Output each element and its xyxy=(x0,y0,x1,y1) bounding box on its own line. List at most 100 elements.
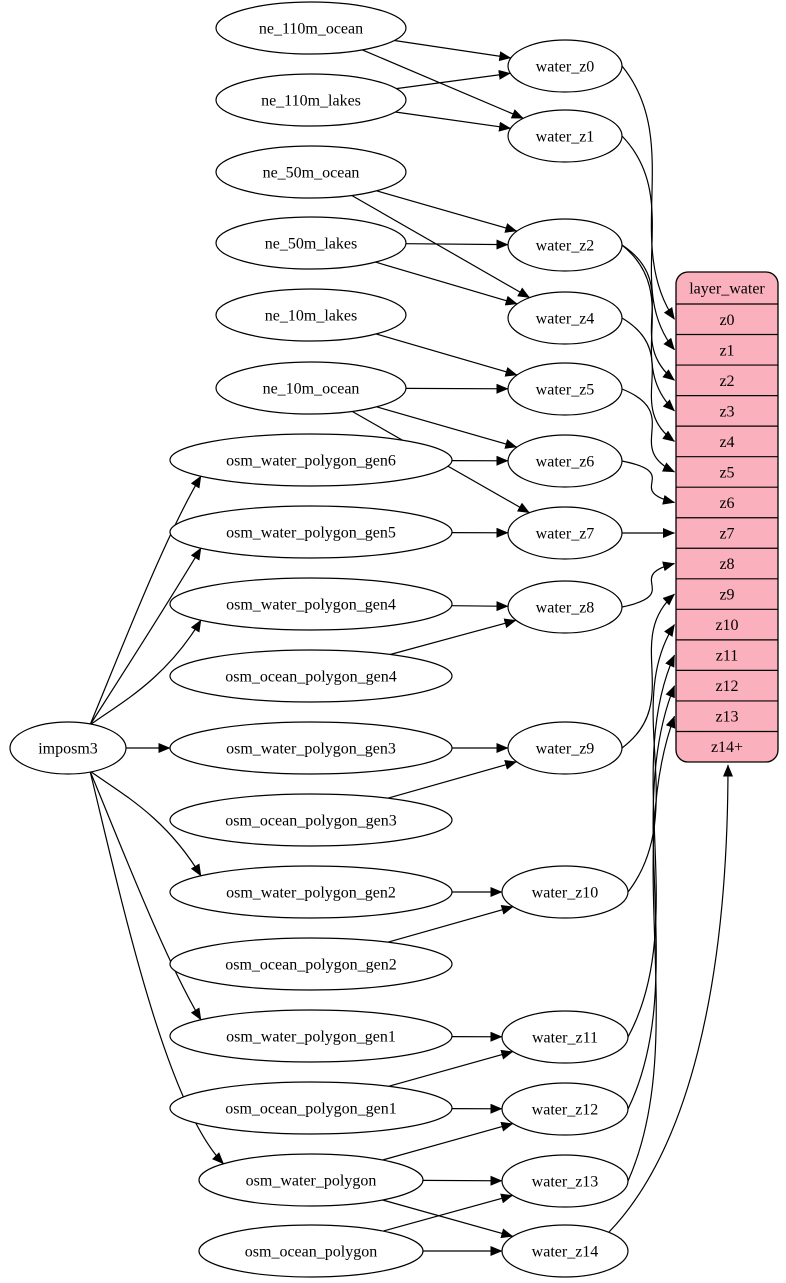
node-ne_110m_lakes-shape xyxy=(215,73,407,127)
node-imposm3-shape xyxy=(9,721,127,775)
node-osm_water_polygon_gen1-shape xyxy=(169,1009,453,1063)
edge-ne_110m_lakes-to-water_z0 xyxy=(396,69,511,90)
node-osm_water_polygon_gen1: osm_water_polygon_gen1 xyxy=(169,1009,453,1063)
node-water_z4: water_z4 xyxy=(507,291,623,345)
node-water_z8-label: water_z8 xyxy=(536,600,595,617)
edge-osm_ocean_polygon_gen1-to-water_z11 xyxy=(388,1049,514,1087)
node-osm_water_polygon_gen6: osm_water_polygon_gen6 xyxy=(169,433,453,487)
node-osm_water_polygon: osm_water_polygon xyxy=(198,1153,424,1207)
edge-water_z11-to-z11 xyxy=(627,654,676,1038)
node-water_z1: water_z1 xyxy=(507,109,623,163)
node-osm_water_polygon_gen2: osm_water_polygon_gen2 xyxy=(169,865,453,919)
layer-water-row-z4: z4 xyxy=(719,434,734,451)
node-osm_ocean_polygon_gen1-shape xyxy=(169,1081,453,1135)
edge-imposm3-to-osm_water_polygon xyxy=(89,770,225,1165)
edge-water_z13-to-z13 xyxy=(627,715,676,1182)
node-water_z9-label: water_z9 xyxy=(536,741,595,758)
edge-ne_50m_lakes-to-water_z4 xyxy=(375,261,518,306)
node-ne_110m_lakes: ne_110m_lakes xyxy=(215,73,407,127)
node-water_z1-label: water_z1 xyxy=(536,129,595,146)
nodes: imposm3 ne_110m_ocean ne_110m_lakes ne_50m_… xyxy=(9,1,629,1278)
node-osm_water_polygon_gen3-shape xyxy=(169,721,453,775)
node-water_z9-shape xyxy=(507,721,623,775)
layer-water-row-z11: z11 xyxy=(716,648,739,665)
node-water_z14-shape xyxy=(501,1224,629,1278)
node-osm_water_polygon_gen3: osm_water_polygon_gen3 xyxy=(169,721,453,775)
node-water_z11-shape xyxy=(501,1010,629,1064)
edge-water_z6-to-z6 xyxy=(621,460,675,505)
edge-osm_water_polygon-to-water_z12 xyxy=(382,1121,514,1161)
layer-water-row-z12: z12 xyxy=(715,678,738,695)
node-water_z10-shape xyxy=(501,865,629,919)
node-water_z11: water_z11 xyxy=(501,1010,629,1064)
node-water_z9: water_z9 xyxy=(507,721,623,775)
edge-ne_50m_ocean-to-water_z2 xyxy=(376,190,518,233)
node-osm_ocean_polygon_gen1-label: osm_ocean_polygon_gen1 xyxy=(225,1101,397,1118)
node-osm_ocean_polygon-shape xyxy=(198,1224,424,1278)
edge-imposm3-to-osm_water_polygon_gen2 xyxy=(89,770,202,877)
node-water_z2-shape xyxy=(507,218,623,272)
layer-water-row-z10: z10 xyxy=(715,617,738,634)
node-water_z0-shape xyxy=(507,39,623,93)
node-water_z0: water_z0 xyxy=(507,39,623,93)
node-osm_ocean_polygon_gen4: osm_ocean_polygon_gen4 xyxy=(169,649,453,703)
node-osm_ocean_polygon-label: osm_ocean_polygon xyxy=(245,1244,377,1261)
edge-ne_50m_ocean-to-water_z4 xyxy=(351,194,531,299)
layer-water-row-z0: z0 xyxy=(719,312,734,329)
node-osm_ocean_polygon_gen4-shape xyxy=(169,649,453,703)
node-osm_water_polygon_gen3-label: osm_water_polygon_gen3 xyxy=(226,741,396,758)
edge-osm_ocean_polygon-to-water_z13 xyxy=(383,1193,514,1232)
layer-water-row-z6: z6 xyxy=(719,495,734,512)
node-ne_50m_lakes: ne_50m_lakes xyxy=(215,216,407,270)
node-osm_water_polygon_gen6-shape xyxy=(169,433,453,487)
layer-water-row-z3: z3 xyxy=(719,403,734,420)
node-water_z12-shape xyxy=(501,1082,629,1136)
node-water_z7: water_z7 xyxy=(507,506,623,560)
layer-water-table-title: layer_water xyxy=(689,281,765,298)
node-ne_110m_ocean-label: ne_110m_ocean xyxy=(259,21,363,38)
edge-water_z5-to-z5 xyxy=(621,388,675,473)
node-water_z6: water_z6 xyxy=(507,434,623,488)
node-water_z2: water_z2 xyxy=(507,218,623,272)
edge-ne_10m_lakes-to-water_z5 xyxy=(375,333,518,377)
edge-water_z2-to-z2 xyxy=(621,244,675,381)
node-water_z7-label: water_z7 xyxy=(536,526,595,543)
node-water_z7-shape xyxy=(507,506,623,560)
node-water_z13-label: water_z13 xyxy=(532,1174,599,1191)
node-ne_110m_ocean: ne_110m_ocean xyxy=(215,1,407,55)
node-ne_50m_lakes-label: ne_50m_lakes xyxy=(265,236,357,253)
node-water_z4-shape xyxy=(507,291,623,345)
node-water_z1-shape xyxy=(507,109,623,163)
edge-osm_water_polygon_gen4-to-water_z8 xyxy=(451,601,509,612)
edge-water_z10-to-z10 xyxy=(627,624,676,893)
node-ne_10m_ocean-shape xyxy=(215,361,407,415)
node-osm_water_polygon_gen5-label: osm_water_polygon_gen5 xyxy=(226,525,396,542)
node-ne_10m_ocean: ne_10m_ocean xyxy=(215,361,407,415)
node-water_z6-shape xyxy=(507,434,623,488)
node-osm_water_polygon_gen4: osm_water_polygon_gen4 xyxy=(169,577,453,631)
node-water_z10-label: water_z10 xyxy=(532,885,599,902)
node-osm_ocean_polygon_gen2-label: osm_ocean_polygon_gen2 xyxy=(225,957,397,974)
layer-water-row-z7: z7 xyxy=(719,526,734,543)
node-osm_water_polygon_gen5: osm_water_polygon_gen5 xyxy=(169,505,453,559)
edge-ne_110m_ocean-to-water_z0 xyxy=(394,39,512,62)
edge-osm_water_polygon-to-water_z14 xyxy=(382,1199,514,1239)
node-water_z13: water_z13 xyxy=(501,1154,629,1208)
node-osm_water_polygon_gen5-shape xyxy=(169,505,453,559)
node-osm_ocean_polygon: osm_ocean_polygon xyxy=(198,1224,424,1278)
node-water_z2-label: water_z2 xyxy=(536,238,595,255)
edge-water_z1-to-z1 xyxy=(621,135,675,351)
edges xyxy=(89,39,733,1256)
node-ne_50m_lakes-shape xyxy=(215,216,407,270)
edge-water_z0-to-z0 xyxy=(621,65,675,320)
node-water_z10: water_z10 xyxy=(501,865,629,919)
edge-water_z8-to-z8 xyxy=(621,561,675,608)
layer-water-row-z8: z8 xyxy=(719,556,734,573)
node-imposm3-label: imposm3 xyxy=(38,741,98,758)
node-water_z8: water_z8 xyxy=(507,580,623,634)
layer-water-row-z13: z13 xyxy=(715,709,738,726)
node-osm_water_polygon_gen4-label: osm_water_polygon_gen4 xyxy=(226,597,396,614)
node-water_z13-shape xyxy=(501,1154,629,1208)
